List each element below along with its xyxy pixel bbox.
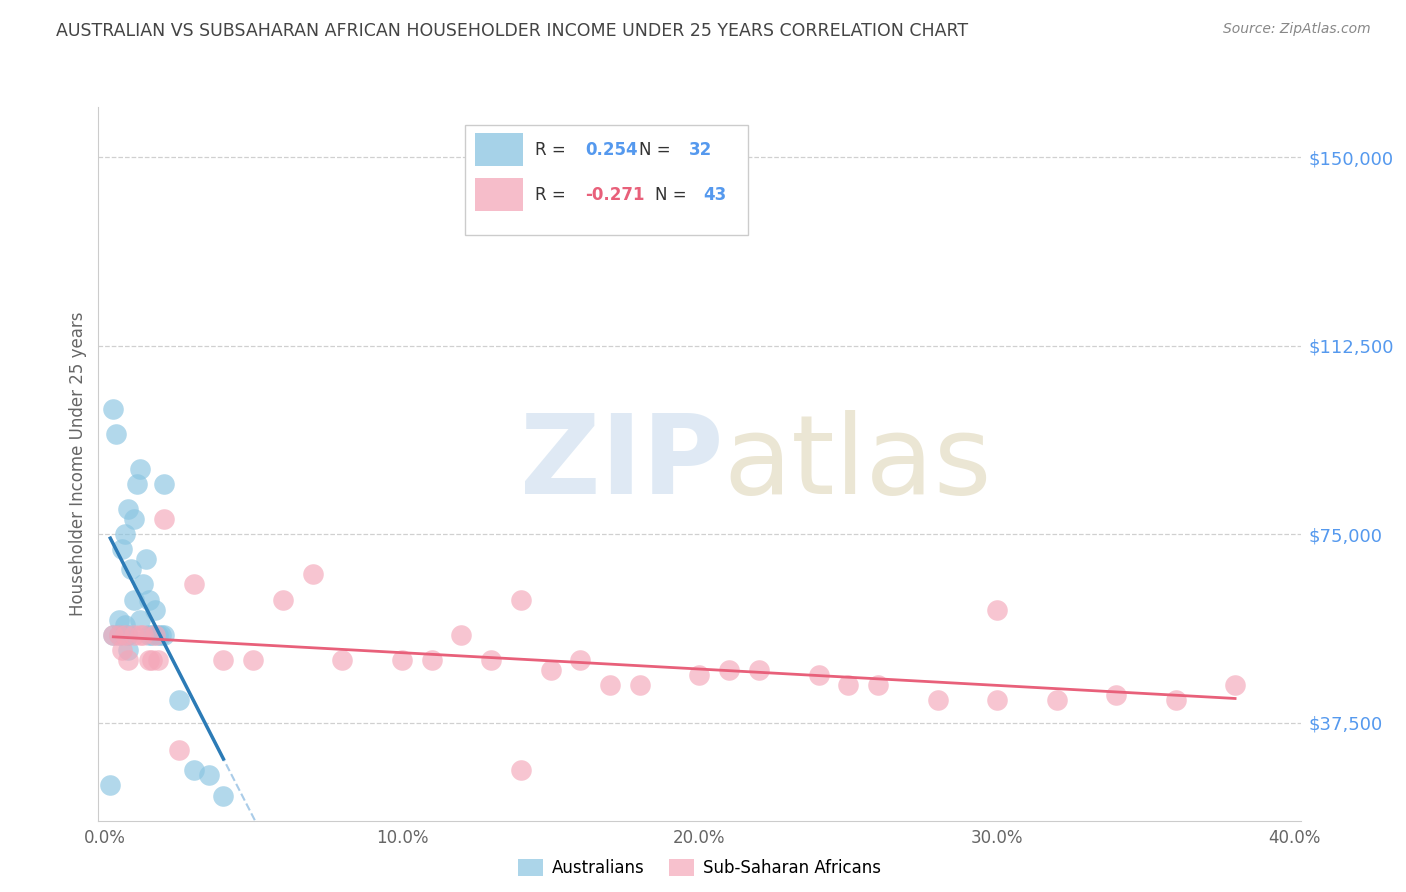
Point: [183, 577, 205, 591]
Point: [197, 768, 219, 782]
Point: [143, 628, 166, 642]
Point: [108, 628, 131, 642]
Text: R =: R =: [534, 186, 571, 203]
Point: [1105, 688, 1128, 702]
Point: [510, 592, 533, 607]
Point: [153, 628, 176, 642]
Point: [103, 401, 125, 416]
Point: [117, 502, 139, 516]
Point: [146, 628, 169, 642]
Legend: Australians, Sub-Saharan Africans: Australians, Sub-Saharan Africans: [512, 852, 887, 884]
Point: [132, 628, 155, 642]
Point: [129, 613, 152, 627]
Point: [242, 653, 264, 667]
Point: [98, 779, 121, 793]
Point: [212, 653, 235, 667]
Point: [332, 653, 354, 667]
Point: [183, 764, 205, 778]
Point: [301, 567, 323, 582]
Point: [122, 512, 145, 526]
Point: [167, 743, 190, 757]
Point: [986, 602, 1008, 616]
Point: [138, 628, 160, 642]
Point: [718, 663, 741, 677]
Point: [138, 653, 160, 667]
Point: [153, 477, 176, 491]
Point: [510, 764, 533, 778]
Point: [122, 592, 145, 607]
Point: [141, 653, 163, 667]
Point: [748, 663, 770, 677]
Point: [117, 653, 139, 667]
Point: [129, 628, 152, 642]
Point: [837, 678, 859, 692]
Point: [114, 628, 136, 642]
Point: [111, 542, 134, 557]
Point: [866, 678, 889, 692]
Text: N =: N =: [640, 141, 676, 159]
Point: [391, 653, 413, 667]
Point: [117, 642, 139, 657]
Text: 32: 32: [689, 141, 711, 159]
Point: [599, 678, 621, 692]
Point: [114, 527, 136, 541]
Text: 0.254: 0.254: [585, 141, 638, 159]
Point: [120, 562, 142, 576]
Point: [108, 613, 131, 627]
Point: [143, 602, 166, 616]
Point: [540, 663, 562, 677]
Point: [129, 462, 152, 476]
Text: N =: N =: [655, 186, 692, 203]
Text: -0.271: -0.271: [585, 186, 645, 203]
Point: [146, 653, 169, 667]
Point: [420, 653, 443, 667]
Point: [688, 668, 710, 682]
Text: ZIP: ZIP: [520, 410, 724, 517]
Point: [114, 617, 136, 632]
Point: [807, 668, 830, 682]
Point: [149, 628, 172, 642]
Point: [1045, 693, 1067, 707]
Point: [122, 628, 145, 642]
Point: [153, 512, 176, 526]
Text: atlas: atlas: [724, 410, 993, 517]
Text: Source: ZipAtlas.com: Source: ZipAtlas.com: [1223, 22, 1371, 37]
Point: [135, 552, 157, 566]
Point: [1223, 678, 1246, 692]
FancyBboxPatch shape: [475, 178, 523, 211]
Text: R =: R =: [534, 141, 571, 159]
Point: [927, 693, 949, 707]
Point: [105, 426, 128, 441]
Point: [1164, 693, 1187, 707]
Point: [986, 693, 1008, 707]
Point: [167, 693, 190, 707]
Point: [450, 628, 472, 642]
FancyBboxPatch shape: [465, 125, 748, 235]
Point: [108, 628, 131, 642]
Point: [628, 678, 651, 692]
Text: AUSTRALIAN VS SUBSAHARAN AFRICAN HOUSEHOLDER INCOME UNDER 25 YEARS CORRELATION C: AUSTRALIAN VS SUBSAHARAN AFRICAN HOUSEHO…: [56, 22, 969, 40]
Point: [132, 577, 155, 591]
Point: [569, 653, 592, 667]
FancyBboxPatch shape: [475, 134, 523, 166]
Point: [212, 789, 235, 803]
Point: [127, 477, 149, 491]
Point: [141, 628, 163, 642]
Text: 43: 43: [703, 186, 727, 203]
Point: [479, 653, 502, 667]
Point: [138, 592, 160, 607]
Point: [271, 592, 294, 607]
Y-axis label: Householder Income Under 25 years: Householder Income Under 25 years: [69, 311, 87, 616]
Point: [103, 628, 125, 642]
Point: [103, 628, 125, 642]
Point: [117, 628, 139, 642]
Point: [111, 642, 134, 657]
